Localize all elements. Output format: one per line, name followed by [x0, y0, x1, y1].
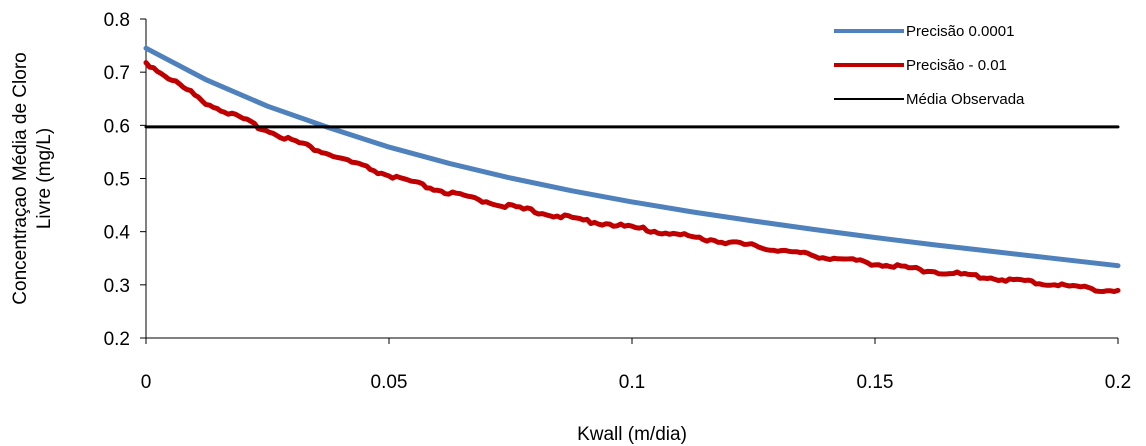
y-axis-ticks: 0.2 0.3 0.4 0.5 0.6 0.7 0.8 — [104, 10, 146, 350]
y-tick-label: 0.3 — [104, 276, 130, 297]
y-tick-label: 0.2 — [104, 329, 130, 350]
legend-label: Média Observada — [906, 91, 1025, 108]
legend-label: Precisão - 0.01 — [906, 57, 1007, 74]
y-tick-label: 0.7 — [104, 63, 130, 84]
legend: Precisão 0.0001 Precisão - 0.01 Média Obse… — [834, 23, 1025, 108]
y-axis-title-line: Concentraçao Média de Cloro — [10, 52, 31, 304]
x-tick-label: 0 — [141, 372, 152, 393]
y-axis-title: Concentraçao Média de Cloro Livre (mg/L) — [10, 52, 55, 304]
series-group — [143, 45, 1121, 294]
legend-label: Precisão 0.0001 — [906, 23, 1014, 40]
x-tick-label: 0.05 — [371, 372, 408, 393]
y-tick-label: 0.5 — [104, 170, 130, 191]
series-line — [143, 45, 1121, 269]
x-axis-title: Kwall (m/dia) — [577, 424, 687, 445]
y-tick-label: 0.4 — [104, 223, 131, 244]
y-tick-label: 0.6 — [104, 116, 130, 137]
x-tick-label: 0.15 — [857, 372, 894, 393]
x-tick-label: 0.2 — [1105, 372, 1131, 393]
series-line — [143, 60, 1121, 294]
y-axis-title-line: Livre (mg/L) — [34, 128, 55, 229]
y-tick-label: 0.8 — [104, 10, 130, 31]
x-tick-label: 0.1 — [619, 372, 645, 393]
x-axis-ticks: 0 0.05 0.1 0.15 0.2 — [141, 338, 1131, 393]
